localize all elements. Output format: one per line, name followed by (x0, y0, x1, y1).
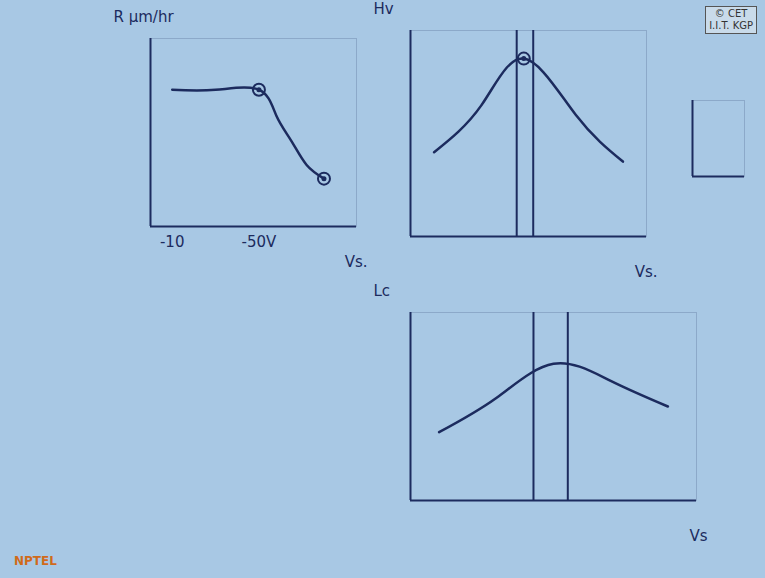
svg-text:-10: -10 (160, 233, 185, 251)
svg-text:Vs.: Vs. (635, 263, 658, 281)
svg-text:Lc: Lc (374, 282, 391, 300)
svg-text:Vs: Vs (689, 527, 707, 545)
html-text:NPTEL: NPTEL (14, 554, 57, 568)
html-text:© CET: © CET (714, 8, 748, 19)
html-text:I.I.T. KGP: I.I.T. KGP (709, 20, 753, 31)
svg-text:Vs.: Vs. (345, 253, 368, 271)
svg-text:-50V: -50V (242, 233, 277, 251)
svg-text:R μm/hr: R μm/hr (114, 8, 175, 26)
svg-text:Hv: Hv (374, 0, 394, 18)
